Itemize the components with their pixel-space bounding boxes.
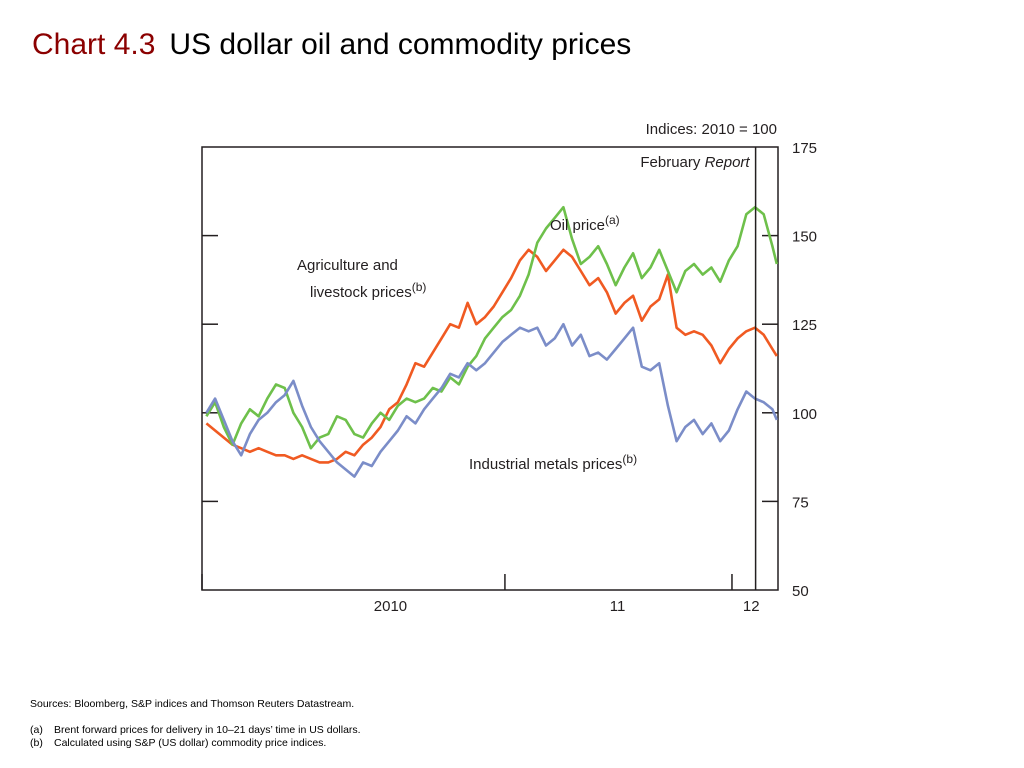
series-lines: [205, 205, 779, 478]
february-report-label: February Report: [640, 154, 750, 171]
x-tick-label-11: 11: [610, 598, 626, 615]
index-note: Indices: 2010 = 100: [646, 121, 777, 138]
footnote-a-marker: (a): [30, 724, 43, 736]
x-tick-label-2010: 2010: [374, 598, 407, 615]
chart-number: Chart 4.3: [32, 28, 156, 61]
y-axis-labels: 50 75 100 125 150 175: [792, 140, 817, 600]
oil-series-line: [205, 205, 779, 450]
slide-title: Chart 4.3 US dollar oil and commodity pri…: [32, 28, 631, 62]
footnote-a-text: Brent forward prices for delivery in 10–…: [54, 724, 361, 736]
plot-frame: [201, 146, 779, 591]
agri-series-label-line-1: Agriculture and: [297, 257, 398, 274]
chart-title: US dollar oil and commodity prices: [169, 28, 632, 61]
x-axis-ticks: [201, 574, 733, 590]
x-tick-label-12: 12: [743, 598, 760, 615]
footnote-b: (b) Calculated using S&P (US dollar) comm…: [30, 737, 361, 750]
y-tick-label-150: 150: [792, 229, 817, 246]
sources-note: Sources: Bloomberg, S&P indices and Thom…: [30, 698, 355, 710]
y-tick-label-50: 50: [792, 583, 809, 600]
line-chart: February Report Indices: 2010 = 100 50 75…: [201, 121, 817, 615]
oil-series-label: Oil price(a): [550, 213, 620, 234]
metals-series-label: Industrial metals prices(b): [469, 452, 637, 473]
metals-series-line: [205, 322, 779, 478]
footnote-b-marker: (b): [30, 737, 43, 749]
y-tick-label-175: 175: [792, 140, 817, 157]
y-tick-label-125: 125: [792, 317, 817, 334]
x-axis-labels: 2010 11 12: [374, 598, 760, 615]
y-tick-label-100: 100: [792, 406, 817, 423]
footnote-b-text: Calculated using S&P (US dollar) commodi…: [54, 737, 327, 749]
agri-series-line: [205, 248, 778, 464]
footnote-a: (a) Brent forward prices for delivery in …: [30, 724, 361, 737]
agri-series-label-line-2: livestock prices(b): [310, 280, 426, 301]
footnotes: Sources: Bloomberg, S&P indices and Thom…: [30, 698, 361, 750]
y-tick-label-75: 75: [792, 494, 809, 511]
